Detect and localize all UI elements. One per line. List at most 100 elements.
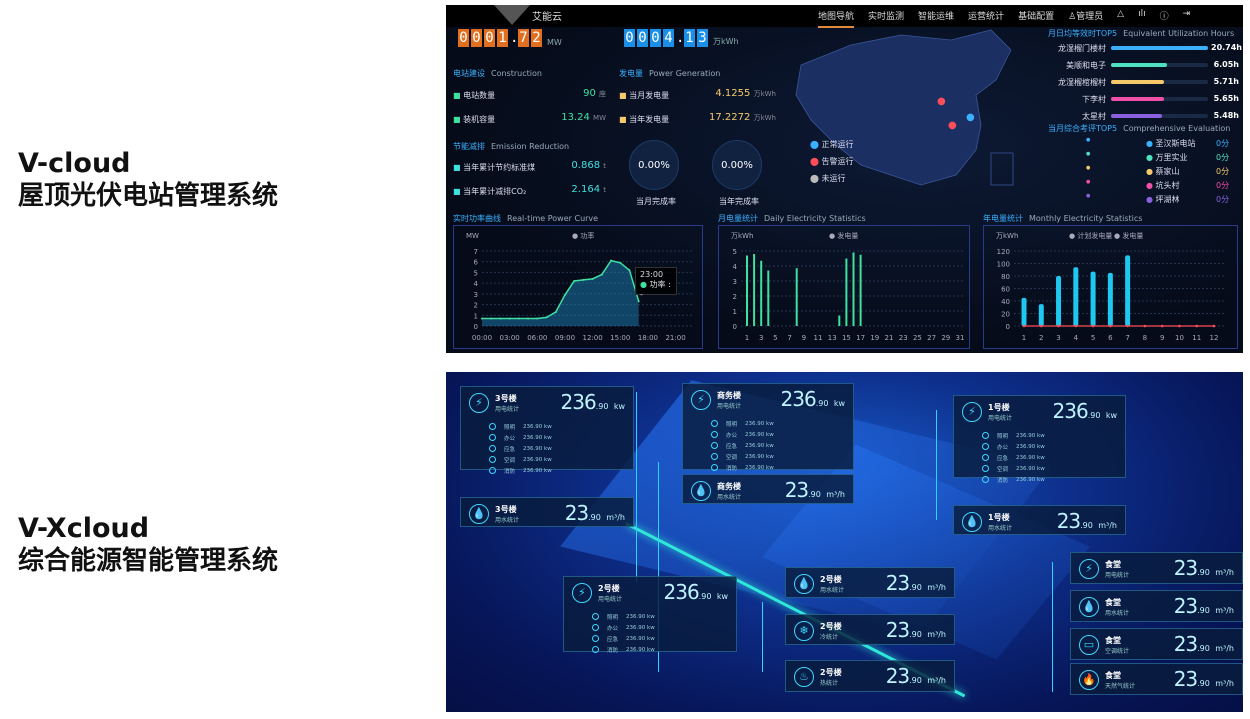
- nav-tab[interactable]: 实时监测: [868, 12, 905, 22]
- sub-metric: 办公 236.90 kw: [711, 429, 774, 440]
- water-icon: 💧: [691, 481, 711, 501]
- sub-metric: 照明 236.90 kw: [489, 421, 552, 432]
- sub-metric-icon: [489, 467, 496, 474]
- plan-point: [1126, 324, 1129, 328]
- nav-tab[interactable]: 基础配置: [1018, 12, 1055, 22]
- sub-metric-icon: [982, 465, 989, 472]
- nav-tab[interactable]: 地图导航: [818, 9, 855, 28]
- rank-name: 龙湿榴棺榴村: [1058, 78, 1106, 87]
- x-tick-label: 11: [1192, 334, 1201, 342]
- energy-card[interactable]: ⚡ 2号楼 用电统计 236.90 kw 照明 236.90 kw 办公 236.90…: [563, 576, 737, 654]
- metric-value: 23.90 m³/h: [564, 501, 625, 525]
- rank-value: 5.48h: [1213, 111, 1239, 120]
- energy-card[interactable]: ▭ 食堂 空调统计 23.90 m³/h: [1070, 628, 1243, 660]
- eval-score: 0分: [1216, 153, 1230, 162]
- bell-icon[interactable]: △: [1117, 9, 1125, 19]
- data-point: [527, 317, 530, 320]
- alarm-marker-icon[interactable]: ●: [948, 120, 957, 131]
- energy-card[interactable]: ⚡ 3号楼 用电统计 236.90 kw 照明 236.90 kw 办公 236.90…: [460, 386, 634, 475]
- sub-metric-icon: [711, 431, 718, 438]
- y-tick-label: 100: [997, 261, 1010, 269]
- eval-item: ● 坑头村: [1146, 181, 1180, 190]
- nav-tab[interactable]: 智能运维: [918, 12, 955, 22]
- alarm-marker-icon[interactable]: ●: [937, 96, 946, 107]
- eval-item: ● 万里实业: [1146, 153, 1188, 162]
- stat-value: 17.2272 万kWh: [709, 112, 776, 123]
- y-tick-label: 4: [733, 263, 738, 271]
- x-tick-label: 5: [773, 334, 777, 342]
- counter-digit: 0: [637, 29, 648, 47]
- plan-point: [1195, 324, 1199, 328]
- map-legend-item[interactable]: ⬤ 未运行: [810, 174, 846, 183]
- data-point: [563, 293, 566, 296]
- building-name: 食堂: [1105, 636, 1121, 645]
- energy-card[interactable]: 💧 食堂 用水统计 23.90 m³/h: [1070, 590, 1243, 622]
- eval-score: 0分: [1216, 195, 1230, 204]
- energy-card[interactable]: ♨ 2号楼 热统计 23.90 m³/h: [785, 660, 955, 692]
- top5-hours-title: 月日均等效时TOP5 Equivalent Utilization Hours: [1048, 29, 1235, 38]
- energy-card[interactable]: 💧 3号楼 用水统计 23.90 m³/h: [460, 497, 634, 527]
- china-map[interactable]: [791, 25, 1041, 205]
- metric-type: 用电统计: [598, 596, 623, 603]
- daily-chart-panel: 0 1 2 3 4 5 万kWh ● 发电量 1 3 5 7 9 11 13 15 17 19 21 23 25 27 29…: [718, 225, 970, 349]
- monthly-chart-panel: 0 20 40 60 80 100 120 万kWh ● 计划发电量 ● 发电量 1 2 3 4 5 6 7 8 9…: [983, 225, 1238, 349]
- rank-name: 下李村: [1082, 95, 1106, 104]
- energy-card[interactable]: ⚡ 1号楼 用电统计 236.90 kw 照明 236.90 kw 办公 236.90…: [953, 395, 1126, 484]
- plan-point: [1022, 324, 1026, 328]
- sub-metric-icon: [711, 464, 718, 471]
- map-legend-item[interactable]: ⬤ 正常运行: [810, 140, 854, 149]
- data-point: [610, 259, 613, 262]
- sub-metric: 办公 236.90 kw: [982, 441, 1045, 452]
- data-point: [481, 317, 483, 320]
- logout-icon[interactable]: ⇥: [1182, 9, 1191, 19]
- sub-metric: 办公 236.90 kw: [592, 622, 655, 633]
- counter-digit: 7: [518, 29, 529, 47]
- caption-subtitle: 综合能源智能管理系统: [18, 546, 279, 576]
- metric-type: 用电统计: [1105, 572, 1130, 579]
- data-point: [628, 269, 631, 272]
- energy-card[interactable]: 🔥 食堂 天然气统计 23.90 m³/h: [1070, 663, 1243, 695]
- energy-card[interactable]: 💧 1号楼 用水统计 23.90 m³/h: [953, 505, 1126, 535]
- normal-marker-icon[interactable]: ●: [966, 112, 975, 123]
- snowflake-icon: ❄: [794, 621, 814, 641]
- x-tick-label: 10: [1175, 334, 1184, 342]
- sub-metric-icon: [711, 420, 718, 427]
- bar: [859, 254, 862, 326]
- energy-card[interactable]: ⚡ 商务楼 用电统计 236.90 kw 照明 236.90 kw 办公 236.90…: [682, 383, 854, 472]
- metric-type: 用电统计: [717, 403, 742, 410]
- x-tick-label: 6: [1108, 334, 1113, 342]
- y-tick-label: 40: [1001, 298, 1010, 306]
- stat-row: ■ 当年累计减排CO₂: [453, 187, 527, 196]
- counter-unit: MW: [547, 38, 562, 47]
- metric-type: 用水统计: [988, 525, 1013, 532]
- x-tick-label: 2: [1039, 334, 1043, 342]
- plan-point: [1091, 324, 1095, 328]
- chart-icon[interactable]: ılı: [1138, 9, 1146, 19]
- energy-card[interactable]: 💧 商务楼 用水统计 23.90 m³/h: [682, 474, 854, 504]
- metric-type: 用水统计: [820, 587, 845, 594]
- map-legend-item[interactable]: ⬤ 告警运行: [810, 157, 854, 166]
- energy-card[interactable]: ⚡ 食堂 用电统计 23.90 m³/h: [1070, 552, 1243, 584]
- x-tick-label: 21: [885, 334, 894, 342]
- counter-digit: 1: [497, 29, 508, 47]
- bar: [1021, 297, 1027, 326]
- rank-name: 美顺和电子: [1066, 61, 1106, 70]
- x-tick-label: 18:00: [638, 334, 658, 342]
- info-icon[interactable]: ⓘ: [1159, 12, 1169, 22]
- x-tick-label: 7: [787, 334, 791, 342]
- building-name: 1号楼: [988, 403, 1010, 412]
- data-point: [591, 277, 594, 280]
- bar: [1107, 272, 1113, 326]
- energy-card[interactable]: 💧 2号楼 用水统计 23.90 m³/h: [785, 567, 955, 598]
- data-point: [508, 317, 511, 320]
- realtime-power-chart[interactable]: 0 1 2 3 4 5 6 7 MW ● 功率 00:00 03:00 06:00 09:00 12:00 1…: [454, 226, 704, 350]
- rank-value: 5.65h: [1213, 94, 1239, 103]
- energy-card[interactable]: ❄ 2号楼 冷统计 23.90 m³/h: [785, 614, 955, 645]
- sub-metric-icon: [711, 453, 718, 460]
- lightning-icon: ⚡: [469, 393, 489, 413]
- y-axis-label: 万kWh: [996, 232, 1018, 240]
- user-menu[interactable]: ♙管理员: [1068, 12, 1104, 22]
- nav-tab[interactable]: 运营统计: [968, 12, 1005, 22]
